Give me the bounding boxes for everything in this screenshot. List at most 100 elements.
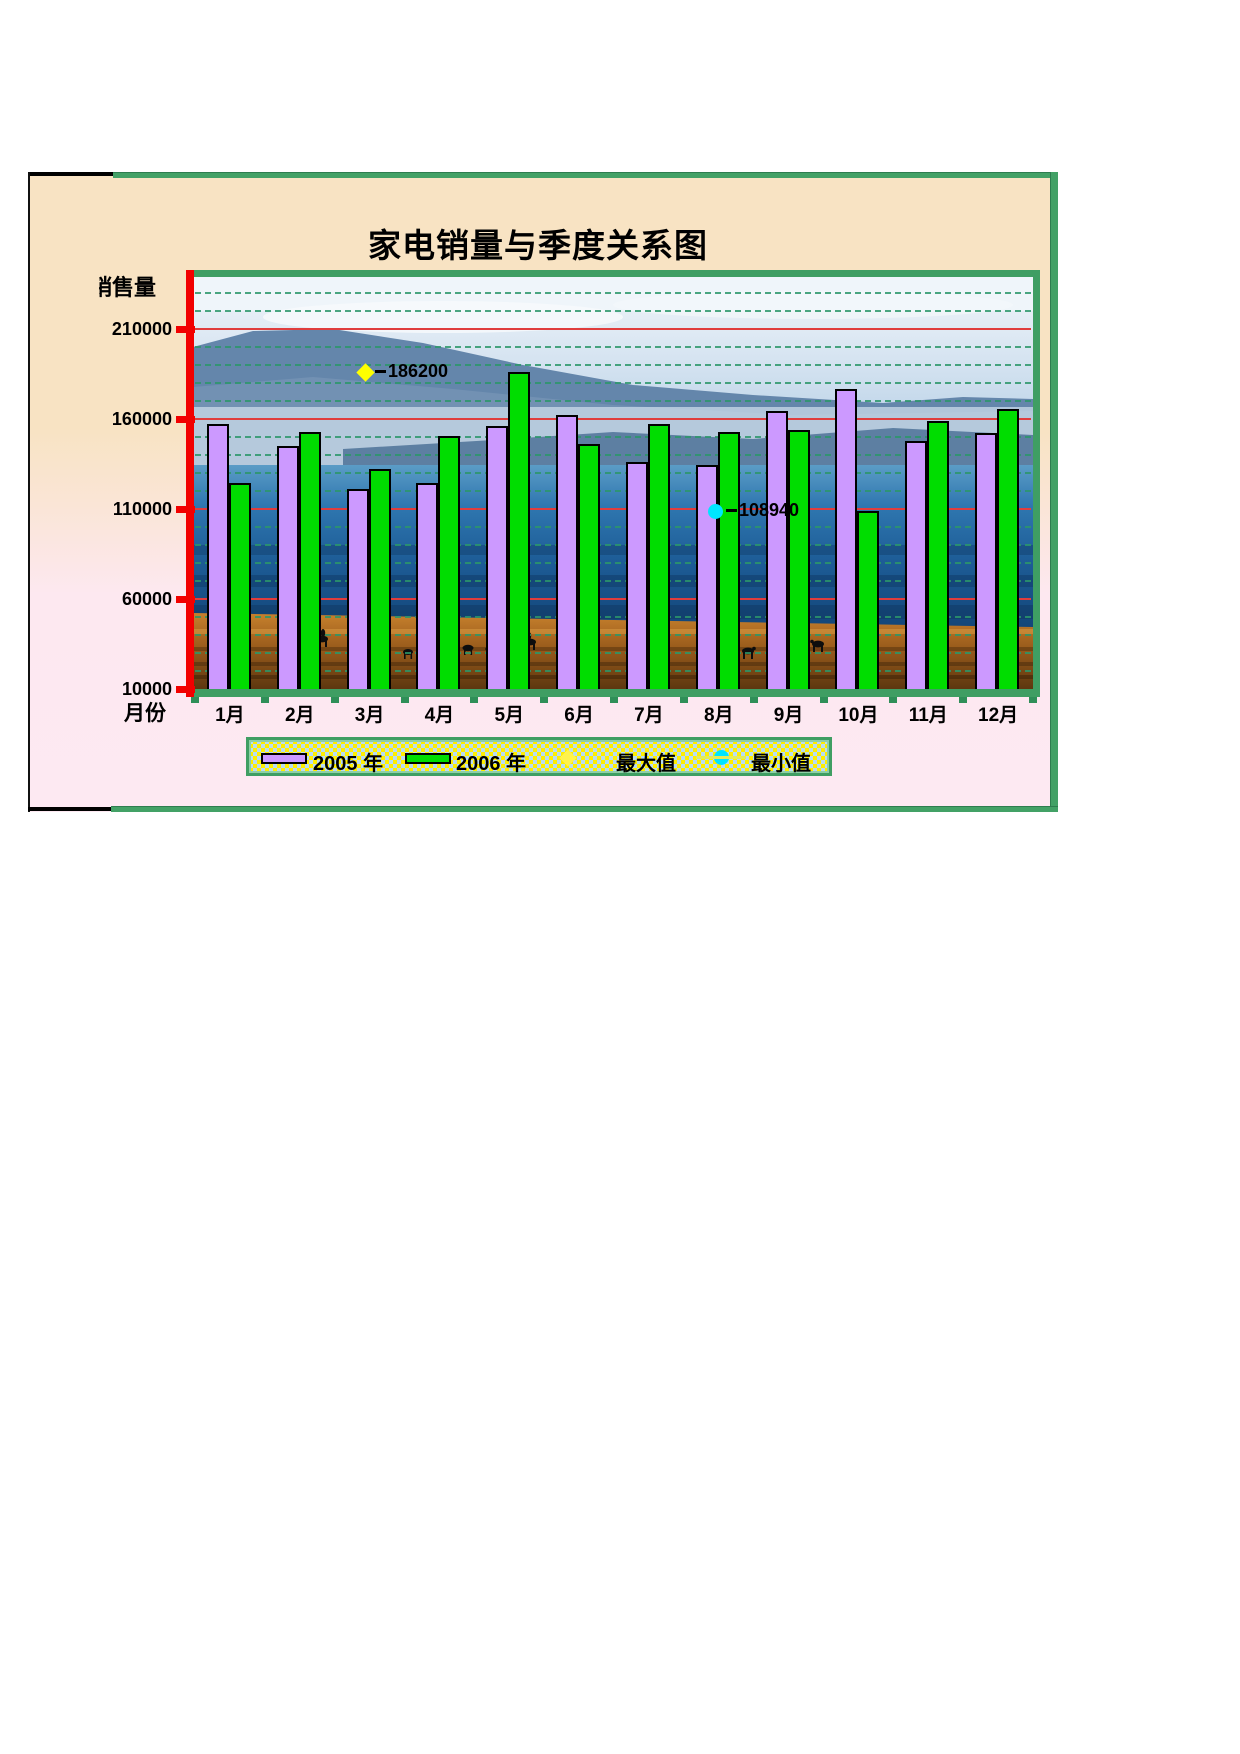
minor-gridline-230000 [195,292,1031,294]
bar-2005年-6月[interactable] [556,414,579,691]
minor-gridline-180000 [195,382,1031,384]
x-axis-tick-5 [540,697,549,703]
x-axis-tick-2 [330,697,339,703]
bar-2005年-5月[interactable] [486,426,509,691]
x-axis-tick-10 [889,697,898,703]
y-axis-line[interactable] [186,270,194,697]
bar-2006年-2月[interactable] [298,431,321,691]
x-axis-label-9月: 9月 [773,705,804,726]
x-axis-label-7月: 7月 [634,705,664,726]
legend-label-2[interactable]: 2006 年 [456,753,527,775]
minor-gridline-190000 [195,364,1031,366]
bar-2005年-1月[interactable] [206,424,229,691]
bar-2005年-2月[interactable] [276,446,299,691]
bar-2005年-11月[interactable] [905,440,928,691]
x-axis-tick-7 [679,697,688,703]
major-gridline-110000 [195,508,1031,510]
x-axis-tick-11 [959,697,968,703]
bar-2006年-8月[interactable] [717,431,740,691]
bar-2005年-12月[interactable] [975,432,998,691]
x-axis-tick-8 [749,697,758,703]
chart-legend[interactable]: 2005 年 2006 年 最大值 最小值 [246,737,832,776]
y-axis-tick-10000 [176,685,195,693]
minor-gridline-150000 [195,436,1031,438]
minor-gridline-30000 [195,652,1031,654]
minor-gridline-130000 [195,472,1031,474]
y-axis-title: 销售量 [99,275,157,298]
y-axis-label-210000: 210000 [111,319,172,339]
minor-gridline-200000 [195,346,1031,348]
x-axis-tick-4 [470,697,479,703]
y-axis-tick-110000 [176,505,195,513]
minor-gridline-90000 [195,544,1031,546]
min-value-marker[interactable] [707,503,723,519]
y-axis-label-110000: 110000 [112,499,172,519]
legend-swatch-yellow-diamond [559,749,577,767]
minor-gridline-170000 [195,400,1031,402]
bar-2005年-7月[interactable] [625,462,648,691]
x-axis-tick-6 [610,697,618,703]
min-callout-line [726,509,737,512]
bar-2005年-3月[interactable] [346,489,369,691]
panel-border-bottom [111,806,1058,812]
legend-label-4[interactable]: 最小值 [751,753,811,775]
chart-title: 家电销量与季度关系图 [368,227,708,264]
legend-swatch-cyan-circle [696,756,746,759]
minor-gridline-50000 [195,616,1031,618]
sheet-gridline-left [28,172,30,812]
y-axis-tick-160000 [176,415,195,423]
major-gridline-60000 [195,598,1031,600]
bar-2006年-9月[interactable] [787,429,810,691]
panel-border-right [1050,172,1058,812]
panel-border-top [113,172,1058,178]
legend-label-1[interactable]: 2005 年 [313,753,384,775]
y-axis-label-160000: 160000 [111,409,172,429]
bar-2006年-3月[interactable] [368,468,391,691]
x-axis-label-8月: 8月 [703,705,734,726]
minor-gridline-100000 [195,526,1031,528]
x-axis-tick-1 [260,697,269,703]
bar-2006年-7月[interactable] [647,423,670,691]
legend-swatch-green-bar [405,753,451,764]
y-axis-tick-210000 [176,325,195,333]
bar-2005年-9月[interactable] [765,410,788,691]
x-axis-label-3月: 3月 [354,705,385,726]
bar-2005年-8月[interactable] [695,464,718,691]
chart-panel[interactable]: 家电销量与季度关系图 销售量 [28,172,1058,812]
x-axis-label-12月: 12月 [978,705,1019,726]
minor-gridline-40000 [195,634,1031,636]
minor-gridline-70000 [195,580,1031,582]
bar-2005年-4月[interactable] [416,482,439,691]
bar-2006年-6月[interactable] [578,444,601,691]
x-axis-label-5月: 5月 [494,705,525,726]
x-axis-label-10月: 10月 [838,705,879,726]
x-axis-tick-3 [400,697,409,703]
bar-2006年-10月[interactable] [857,510,880,691]
minor-gridline-120000 [195,490,1031,492]
x-axis-label-4月: 4月 [424,705,455,726]
y-axis-label-10000: 10000 [121,679,172,699]
x-axis-tick-0 [191,697,199,703]
max-diamond-icon [355,362,375,382]
bar-2005年-10月[interactable] [835,389,858,691]
legend-label-3[interactable]: 最大值 [616,753,676,775]
minor-gridline-20000 [195,670,1031,672]
max-value-marker[interactable] [355,362,375,382]
x-axis-title: 月份 [124,702,166,725]
minor-gridline-140000 [195,454,1031,456]
x-axis-label-1月: 1月 [215,705,245,726]
bar-2006年-1月[interactable] [228,482,251,691]
max-value-label: 186200 [388,361,449,381]
max-callout-line [375,370,386,373]
bar-2006年-11月[interactable] [927,420,950,691]
x-axis-tick-9 [819,697,828,703]
min-value-label: 108940 [739,500,800,520]
bar-2006年-12月[interactable] [997,409,1020,691]
major-gridline-160000 [195,418,1031,420]
minor-gridline-80000 [195,562,1031,564]
bar-2006年-4月[interactable] [438,436,461,691]
sheet-gridline-bottom [28,807,111,811]
bar-2006年-5月[interactable] [508,371,531,691]
legend-swatch-purple-bar [261,753,307,764]
